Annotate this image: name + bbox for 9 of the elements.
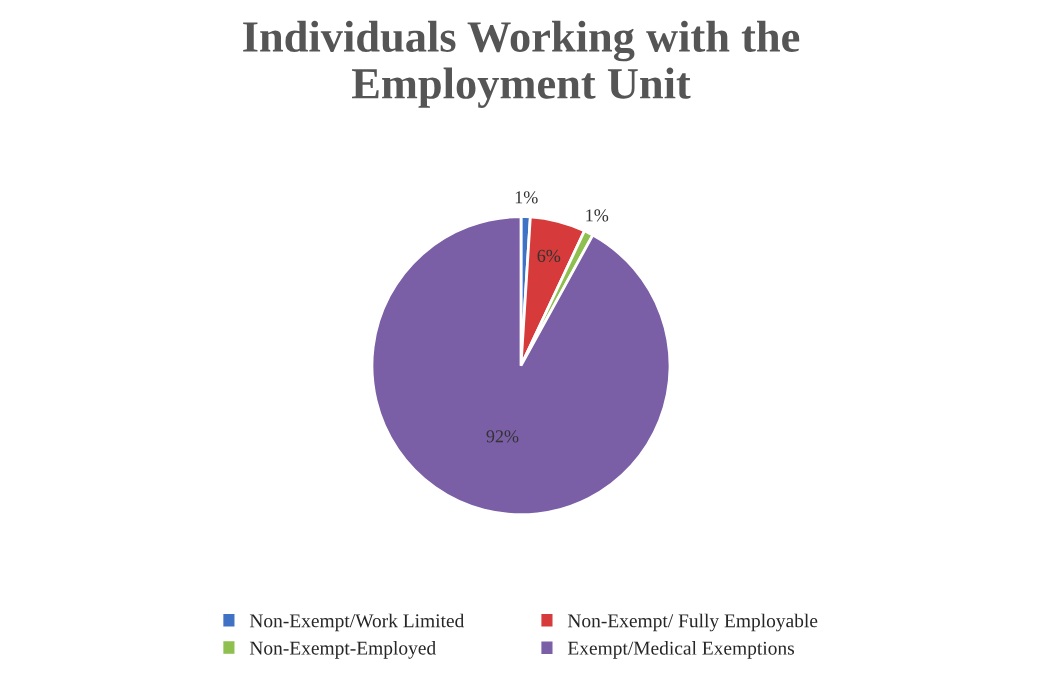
legend-label: Non-Exempt-Employed [249, 641, 436, 659]
data-label: 1% [586, 209, 609, 222]
legend-label: Non-Exempt/ Fully Employable [567, 613, 818, 632]
legend-label: Non-Exempt/Work Limited [249, 613, 465, 632]
data-label: 6% [537, 249, 561, 263]
data-label: 1% [515, 191, 538, 204]
data-label: 92% [486, 430, 519, 443]
chart-title: Individuals Working with the Employment Unit [243, 20, 800, 108]
legend-label: Exempt/Medical Exemptions [567, 641, 794, 659]
